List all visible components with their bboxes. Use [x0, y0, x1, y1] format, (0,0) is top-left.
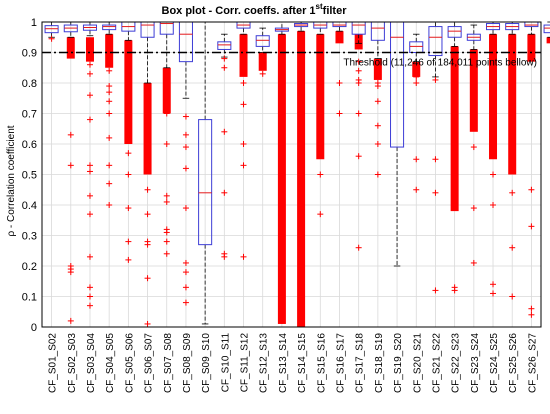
outlier-cluster [546, 37, 550, 44]
box [447, 26, 462, 38]
x-tick-label: CF_S20_S21 [412, 333, 423, 393]
y-tick-label: 0.1 [22, 292, 37, 304]
y-tick-label: 1 [31, 17, 37, 29]
x-tick-label: CF_S17_S18 [355, 333, 366, 393]
outlier-cluster [124, 40, 133, 144]
x-tick-label: CF_S03_S04 [86, 333, 97, 393]
outlier-cluster [508, 34, 517, 175]
outlier-cluster [412, 61, 421, 77]
outlier-cluster [469, 49, 478, 132]
outlier-cluster [162, 67, 171, 114]
x-tick-label: CF_S19_S20 [393, 333, 404, 393]
chart-title-suffix: filter [323, 5, 348, 17]
y-tick-label: 0.7 [22, 109, 37, 121]
chart-title-superscript: st [316, 2, 323, 11]
x-tick-label: CF_S23_S24 [470, 333, 481, 393]
box [543, 24, 550, 34]
plot-area: 0 0.1 0.2 0.3 0.4 0.5 0.6 0.7 0.8 0.9 1 Threshold (… [22, 17, 550, 393]
y-tick-label: 0.6 [22, 139, 37, 151]
chart-title-main: Box plot - Corr. coeffs. after 1 [162, 5, 316, 17]
box [255, 35, 270, 47]
x-tick-label: CF_S14_S15 [297, 333, 308, 393]
y-tick-label: 0 [31, 322, 37, 334]
outlier-cluster [335, 31, 344, 44]
x-tick-label: CF_S09_S10 [201, 333, 212, 393]
x-tick-label: CF_S04_S05 [105, 333, 116, 393]
y-axis-label: ρ - Correlation coefficient [6, 125, 17, 236]
y-tick-label: 0.8 [22, 78, 37, 90]
x-tick-label: CF_S08_S09 [182, 333, 193, 393]
x-tick-label: CF_S10_S11 [220, 333, 231, 393]
outlier-cluster [277, 34, 286, 324]
y-tick-label: 0.5 [22, 170, 37, 182]
outlier-cluster [489, 34, 498, 160]
box [102, 24, 117, 31]
outlier-cluster [85, 37, 94, 62]
x-tick-label: CF_S16_S17 [335, 333, 346, 393]
x-tick-label: CF_S01_S02 [48, 333, 59, 393]
outlier-cluster [143, 83, 152, 175]
box [428, 26, 443, 57]
x-tick-label: CF_S24_S25 [489, 333, 500, 393]
y-tick-label: 0.9 [22, 48, 37, 60]
x-tick-label: CF_S26_S27 [527, 333, 538, 393]
axes-frame [41, 21, 542, 328]
x-tick-label: CF_S02_S03 [67, 333, 78, 393]
x-tick-label: CF_S21_S22 [431, 333, 442, 393]
y-tick-label: 0.4 [22, 200, 37, 212]
threshold-label: Threshold (11,246 of 184,011 points bell… [343, 58, 537, 69]
x-tick-label: CF_S06_S07 [144, 333, 155, 393]
outlier-cluster [297, 31, 306, 328]
x-tick-label: CF_S12_S13 [259, 333, 270, 393]
outlier-cluster [450, 46, 459, 212]
y-tick-label: 0.3 [22, 231, 37, 243]
x-tick-label: CF_S13_S14 [278, 333, 289, 393]
x-tick-label: CF_S25_S26 [508, 333, 519, 393]
x-tick-label: CF_S22_S23 [451, 333, 462, 393]
outlier-cluster [258, 52, 267, 71]
x-tick-label: CF_S07_S08 [163, 333, 174, 393]
outlier-cluster [105, 34, 114, 68]
x-tick-label: CF_S11_S12 [240, 333, 251, 393]
x-tick-label: CF_S05_S06 [124, 333, 135, 393]
y-tick-label: 0.2 [22, 261, 37, 273]
chart-title: Box plot - Corr. coeffs. after 1stfilter [162, 2, 348, 17]
x-tick-label: CF_S15_S16 [316, 333, 327, 393]
x-tick-label: CF_S18_S19 [374, 333, 385, 393]
box [198, 119, 213, 246]
box [217, 41, 232, 50]
outlier-cluster [527, 34, 536, 62]
outlier-cluster [316, 34, 325, 160]
outlier-cluster [373, 58, 382, 80]
